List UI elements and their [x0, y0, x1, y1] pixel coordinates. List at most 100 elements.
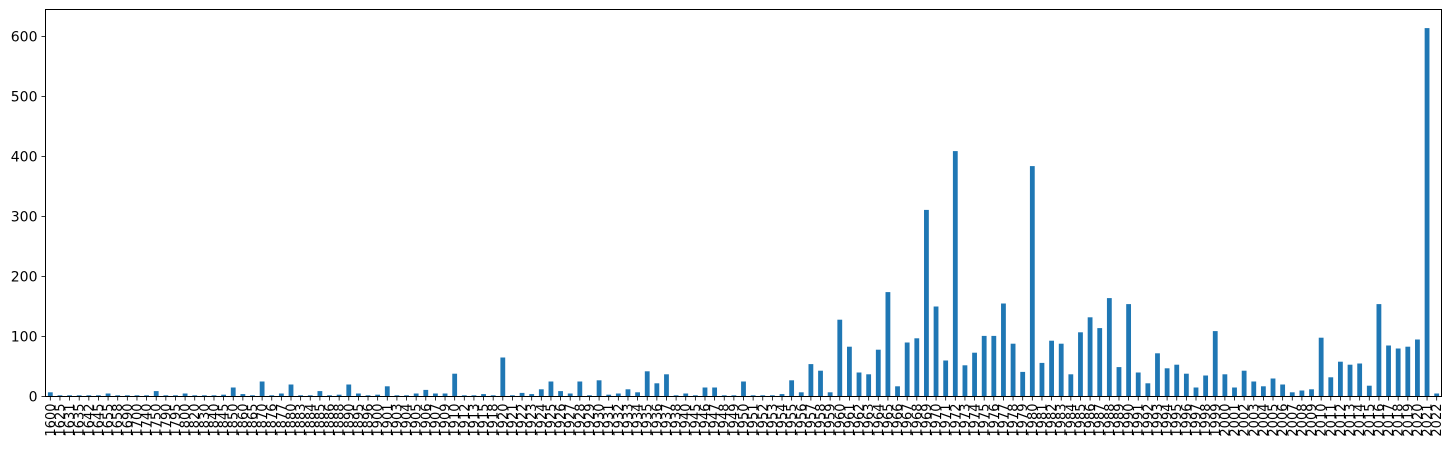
- x-tick-label: 2018: [1392, 404, 1407, 437]
- bar-1958: [818, 370, 823, 397]
- bar-2007: [1289, 392, 1295, 397]
- bar-1956: [798, 392, 804, 397]
- bar-1973: [962, 365, 968, 397]
- x-tick-label: 2016: [1372, 404, 1387, 437]
- x-tick-label: 1690: [121, 404, 136, 437]
- x-tick-label: 1658: [111, 404, 126, 437]
- bar-2009: [1309, 389, 1314, 397]
- x-tick-label: 1996: [1180, 404, 1195, 437]
- bar-1981: [1039, 362, 1045, 397]
- bar-1955: [789, 380, 795, 397]
- x-tick-label: 1928: [573, 404, 588, 437]
- bar-2003: [1251, 381, 1257, 397]
- x-tick-label: 1977: [997, 404, 1012, 437]
- bar-1947: [712, 387, 718, 397]
- x-tick-label: 1850: [227, 404, 242, 437]
- bar-1655: [105, 393, 111, 397]
- bar-1936: [654, 383, 660, 397]
- x-tick-label: 1968: [910, 404, 925, 437]
- bar-1992: [1145, 383, 1151, 397]
- bar-1937: [664, 374, 669, 397]
- x-tick-label: 1987: [1093, 404, 1108, 437]
- bar-1948: [721, 395, 727, 397]
- x-tick-label: 1981: [1035, 404, 1050, 437]
- bar-2010: [1318, 337, 1324, 397]
- bar-1938: [673, 395, 679, 397]
- x-tick-label: 1655: [102, 404, 117, 437]
- bar-1927: [567, 393, 573, 397]
- bar-1968: [914, 338, 920, 397]
- x-tick-label: 1999: [1209, 404, 1224, 437]
- bar-1946: [702, 387, 708, 397]
- bar-1920: [500, 357, 506, 397]
- bar-1820: [192, 395, 198, 397]
- x-tick-label: 2005: [1267, 404, 1282, 437]
- bar-1997: [1193, 387, 1199, 397]
- x-tick-label: 1926: [554, 404, 569, 437]
- bar-1922: [519, 392, 525, 397]
- x-tick-label: 1984: [1064, 404, 1079, 437]
- x-tick-label: 2015: [1363, 404, 1378, 437]
- x-tick-label: 1961: [843, 404, 858, 437]
- x-tick-label: 1922: [516, 404, 531, 437]
- bar-1896: [365, 395, 371, 397]
- x-tick-label: 1974: [968, 404, 983, 437]
- bar-1932: [615, 393, 621, 397]
- x-tick-label: 1976: [987, 404, 1002, 437]
- x-tick-label: 1969: [920, 404, 935, 437]
- bar-1912: [461, 395, 467, 397]
- bar-2004: [1260, 386, 1266, 397]
- bar-2016: [1376, 304, 1382, 397]
- bar-1967: [904, 342, 910, 397]
- x-tick-label: 1845: [217, 404, 232, 437]
- x-tick-label: 1635: [73, 404, 88, 437]
- x-tick-label: 1883: [294, 404, 309, 437]
- bar-2014: [1357, 363, 1363, 397]
- x-tick-label: 1600: [44, 404, 59, 437]
- bar-1987: [1097, 328, 1103, 397]
- x-tick-label: 1946: [698, 404, 713, 437]
- x-tick-label: 1907: [429, 404, 444, 437]
- bar-1965: [885, 292, 891, 397]
- x-tick-label: 1979: [1016, 404, 1031, 437]
- bar-1913: [471, 395, 477, 397]
- bar-1901: [384, 386, 390, 397]
- x-tick-label: 1923: [525, 404, 540, 437]
- x-tick-label: 1971: [939, 404, 954, 437]
- y-tick-label: 500: [11, 90, 38, 106]
- x-tick-label: 2001: [1228, 404, 1243, 437]
- x-tick-label: 1932: [612, 404, 627, 437]
- bar-1910: [452, 373, 458, 397]
- bar-1800: [182, 393, 188, 397]
- y-tick-label: 100: [11, 330, 38, 346]
- x-tick-label: 1877: [275, 404, 290, 437]
- x-tick-label: 1909: [439, 404, 454, 437]
- bar-1959: [827, 392, 833, 397]
- bar-1600: [47, 392, 53, 397]
- bar-1918: [490, 395, 496, 397]
- bar-1888: [336, 394, 342, 397]
- x-tick-label: 1906: [419, 404, 434, 437]
- x-tick-label: 1998: [1199, 404, 1214, 437]
- x-tick-label: 1949: [727, 404, 742, 437]
- x-tick-label: 1980: [1026, 404, 1041, 437]
- x-tick-label: 1948: [718, 404, 733, 437]
- x-tick-label: 1967: [901, 404, 916, 437]
- x-tick-label: 1888: [333, 404, 348, 437]
- bar-1790: [163, 395, 169, 397]
- bar-1877: [278, 393, 284, 397]
- bar-1642: [86, 395, 92, 397]
- x-tick-label: 1936: [650, 404, 665, 437]
- x-tick-label: 2009: [1305, 404, 1320, 437]
- x-tick-label: 1994: [1161, 404, 1176, 437]
- x-tick-label: 1895: [352, 404, 367, 437]
- x-tick-label: 1870: [256, 404, 271, 437]
- bar-1740: [144, 395, 149, 397]
- bar-2018: [1395, 348, 1401, 397]
- bar-1915: [481, 394, 486, 397]
- x-tick-label: 1951: [747, 404, 762, 437]
- x-tick-label: 1995: [1170, 404, 1185, 437]
- x-tick-label: 2021: [1421, 404, 1436, 437]
- x-tick-label: 1956: [795, 404, 810, 437]
- bar-1795: [173, 395, 178, 397]
